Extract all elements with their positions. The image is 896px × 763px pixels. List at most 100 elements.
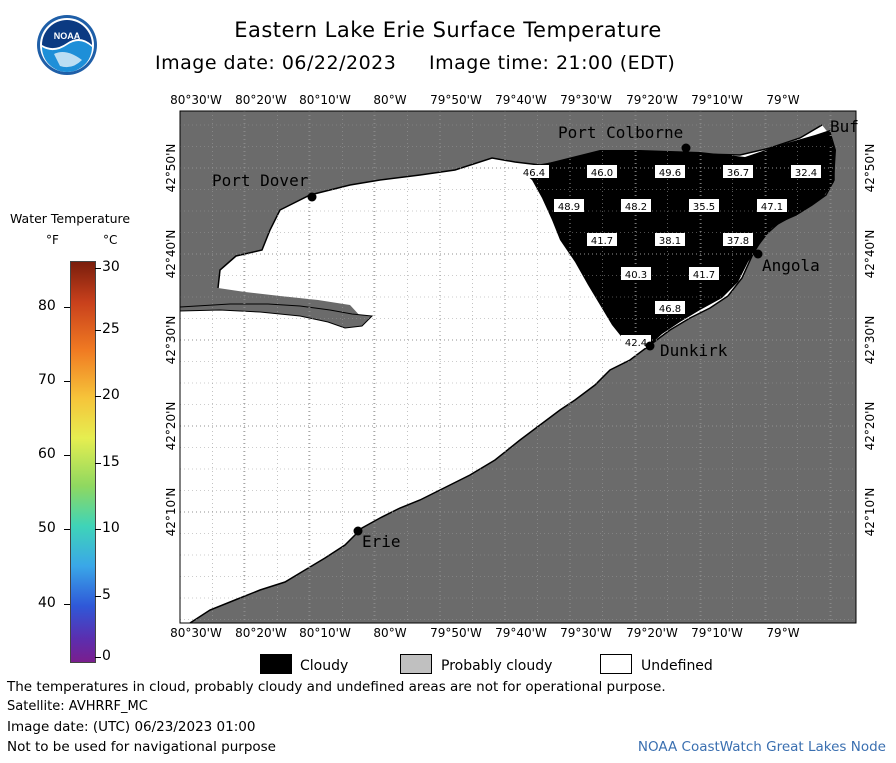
left-latitude-label: 42°40'N (164, 230, 178, 279)
right-latitude-label: 42°20'N (863, 402, 877, 451)
top-longitude-label: 80°20'W (235, 93, 287, 107)
unit-fahrenheit: °F (46, 233, 59, 247)
bottom-longitude-label: 79°40'W (495, 626, 547, 640)
temperature-value: 48.9 (558, 202, 580, 213)
temperature-value: 40.3 (625, 270, 647, 281)
image-date-time: Image date: 06/22/2023 Image time: 21:00… (155, 52, 676, 74)
place-markers: Port Colborne Port Dover Angola Dunkirk Erie… (212, 117, 859, 551)
celsius-tick: 25 (102, 321, 120, 337)
celsius-tick-mark (95, 657, 101, 658)
temperature-label-box (554, 199, 584, 212)
temperature-value: 37.8 (727, 236, 749, 247)
temperature-value: 38.1 (659, 236, 681, 247)
legend-title: Water Temperature (10, 211, 131, 226)
probably-cloudy-label: Probably cloudy (441, 658, 553, 674)
temperature-label-box (655, 165, 685, 178)
temperature-label-box (587, 233, 617, 246)
place-marker (353, 526, 363, 536)
fahrenheit-tick: 50 (38, 520, 56, 536)
celsius-tick-mark (95, 330, 101, 331)
bottom-longitude-label: 80°20'W (235, 626, 287, 640)
temperature-value: 41.7 (591, 236, 613, 247)
temperature-label-box (621, 335, 651, 348)
celsius-tick: 30 (102, 259, 120, 275)
temperature-label-box (587, 165, 617, 178)
color-scale-bar (70, 261, 96, 663)
place-name: Dunkirk (660, 341, 728, 360)
place-marker (753, 249, 763, 259)
top-longitude-label: 79°W (766, 93, 799, 107)
top-longitude-label: 79°10'W (691, 93, 743, 107)
north-shoreline (217, 124, 823, 289)
navigation-warning: Not to be used for navigational purpose (7, 739, 276, 755)
axis-labels: 80°30'W 80°20'W 80°10'W 80°W 79°50'W 79°40'W 7… (164, 93, 877, 640)
bottom-longitude-label: 79°20'W (626, 626, 678, 640)
top-longitude-label: 80°W (373, 93, 406, 107)
bottom-longitude-label: 79°50'W (430, 626, 482, 640)
place-name: Buf (830, 117, 859, 136)
left-latitude-label: 42°50'N (164, 144, 178, 193)
fahrenheit-tick-mark (64, 307, 70, 308)
temperature-label-box (689, 267, 719, 280)
temperature-label-box (723, 165, 753, 178)
map-frame (179, 110, 857, 624)
bottom-longitude-label: 80°W (373, 626, 406, 640)
celsius-tick: 5 (102, 587, 111, 603)
temperature-value: 42.4 (625, 338, 647, 349)
long-point-peninsula (179, 303, 374, 329)
temperature-label-box (621, 199, 651, 212)
celsius-tick-mark (95, 396, 101, 397)
top-longitude-label: 79°20'W (626, 93, 678, 107)
temperature-label-box (791, 165, 821, 178)
noaa-logo: NOAA (36, 14, 98, 76)
fahrenheit-tick: 80 (38, 298, 56, 314)
credit-link[interactable]: NOAA CoastWatch Great Lakes Node (637, 739, 886, 755)
temperature-value: 46.0 (591, 168, 613, 179)
temperature-labels: 46.4 46.0 49.6 36.7 32.4 48.9 48.2 35.5 47.1 41.7… (519, 165, 821, 349)
fahrenheit-tick: 40 (38, 595, 56, 611)
place-name: Erie (362, 532, 401, 551)
unit-celsius: °C (103, 233, 118, 247)
celsius-tick-mark (95, 268, 101, 269)
temperature-label-box (655, 233, 685, 246)
fahrenheit-tick: 60 (38, 446, 56, 462)
bottom-longitude-label: 80°30'W (170, 626, 222, 640)
bottom-longitude-label: 79°10'W (691, 626, 743, 640)
bottom-longitude-label: 79°W (766, 626, 799, 640)
place-marker (645, 341, 655, 351)
satellite-info: Satellite: AVHRRF_MC (7, 699, 148, 714)
celsius-tick: 15 (102, 454, 120, 470)
page-title: Eastern Lake Erie Surface Temperature (234, 18, 662, 42)
temperature-label-box (655, 301, 685, 314)
temperature-value: 48.2 (625, 202, 647, 213)
place-name: Angola (762, 256, 820, 275)
fahrenheit-tick-mark (64, 381, 70, 382)
temperature-label-box (689, 199, 719, 212)
fahrenheit-tick-mark (64, 529, 70, 530)
temperature-label-box (757, 199, 787, 212)
place-name: Port Dover (212, 171, 309, 190)
right-latitude-label: 42°40'N (863, 230, 877, 279)
celsius-tick-mark (95, 529, 101, 530)
fahrenheit-tick: 70 (38, 372, 56, 388)
undefined-swatch (600, 654, 632, 674)
image-date-utc: Image date: (UTC) 06/23/2023 01:00 (7, 719, 256, 735)
top-longitude-label: 79°30'W (560, 93, 612, 107)
temperature-label-box (621, 267, 651, 280)
fahrenheit-tick-mark (64, 455, 70, 456)
temperature-value: 49.6 (659, 168, 681, 179)
top-longitude-label: 80°30'W (170, 93, 222, 107)
fahrenheit-tick-mark (64, 604, 70, 605)
undefined-label: Undefined (641, 658, 713, 674)
place-marker (307, 192, 317, 202)
place-marker (681, 143, 691, 153)
left-latitude-label: 42°30'N (164, 316, 178, 365)
logo-text: NOAA (54, 31, 81, 41)
place-name: Port Colborne (558, 123, 683, 142)
graticule (179, 111, 856, 623)
probably-cloudy-swatch (400, 654, 432, 674)
cloudy-label: Cloudy (300, 658, 349, 674)
bottom-longitude-label: 79°30'W (560, 626, 612, 640)
left-latitude-label: 42°10'N (164, 488, 178, 537)
